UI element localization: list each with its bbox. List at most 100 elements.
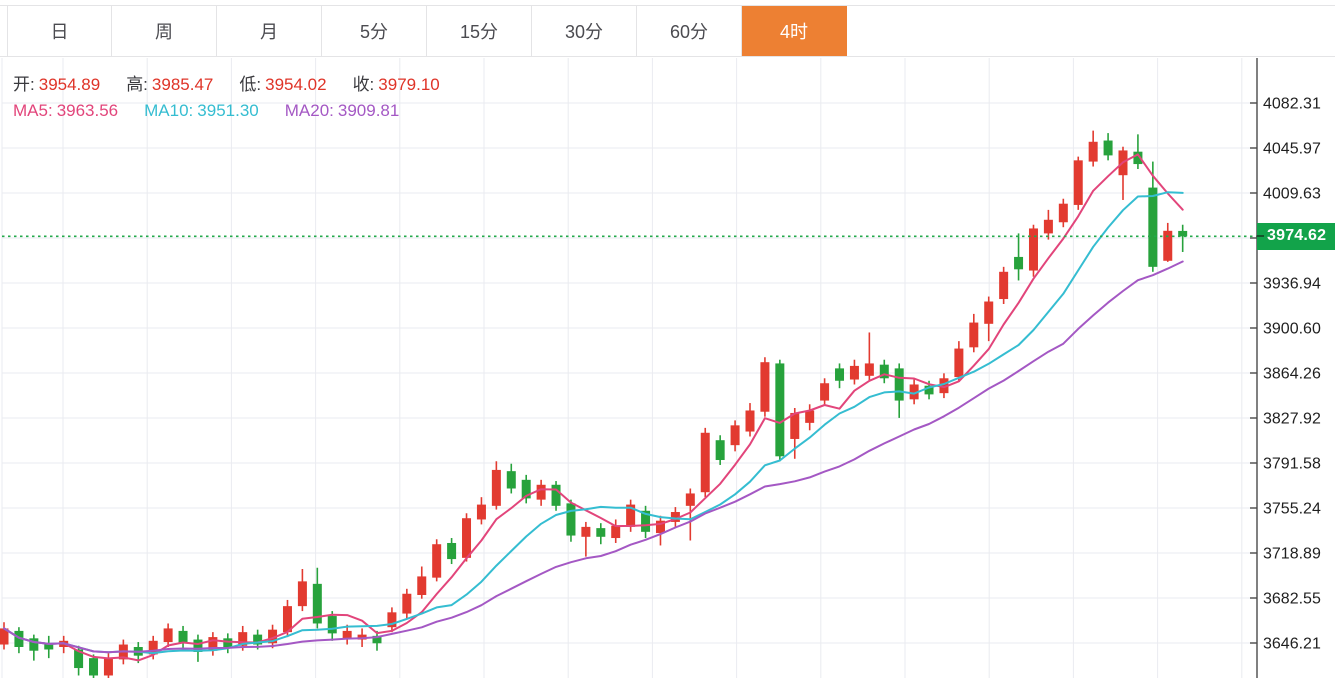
candle-body [193, 639, 203, 652]
candle-body [103, 658, 113, 676]
candle-body [909, 384, 919, 400]
candle-body [566, 503, 576, 536]
ohlc-item: 收: 3979.10 [352, 75, 440, 94]
ohlc-readout: 开: 3954.89 高: 3985.47 低: 3954.02 收: 3979.10 [13, 73, 466, 99]
candle-body [700, 432, 710, 493]
ma-item: MA10: 3951.30 [144, 101, 259, 120]
candle-body [74, 649, 84, 669]
candle-body [208, 637, 218, 651]
ma-readout: MA5: 3963.56 MA10: 3951.30 MA20: 3909.81 [13, 99, 466, 125]
candle-body [327, 616, 337, 634]
timeframe-tabbar: 日周月 5分 15分 30分 60分 4时 [0, 5, 1335, 57]
current-price-badge: 3974.62 [1257, 222, 1335, 250]
candle-body [641, 510, 651, 532]
candle-body [924, 385, 934, 395]
candle-body [655, 520, 665, 534]
tab-4时[interactable]: 4时 [742, 6, 847, 56]
candle-body [268, 629, 278, 644]
candle-body [879, 364, 889, 379]
candle-body [372, 635, 382, 644]
candle-body [745, 410, 755, 432]
candle-body [626, 504, 636, 527]
ma-item: MA5: 3963.56 [13, 101, 119, 120]
tab-60分[interactable]: 60分 [637, 6, 742, 56]
candle-body [611, 525, 621, 539]
candle-body [253, 634, 263, 645]
candle-body [1014, 256, 1024, 270]
candle-body [894, 368, 904, 401]
candle-body [282, 606, 292, 633]
ma10-line [3, 191, 1184, 655]
candle-body [1058, 203, 1068, 223]
candle-body [670, 512, 680, 522]
candle-body [1103, 140, 1113, 156]
candle-body [820, 383, 830, 401]
candle-body [476, 504, 486, 520]
axis-tick-label: 3791.58 [1263, 456, 1321, 473]
candle-body [835, 368, 845, 381]
tab-15分[interactable]: 15分 [427, 6, 532, 56]
candle-body [521, 479, 531, 499]
axis-tick-label: 3718.89 [1263, 546, 1321, 563]
axis-tick-label: 3755.24 [1263, 501, 1321, 518]
axis-tick-label: 3682.55 [1263, 591, 1321, 608]
candle-body [14, 630, 24, 647]
tab-月[interactable]: 月 [217, 6, 322, 56]
candle-body [1178, 230, 1188, 237]
candle-body [89, 658, 99, 676]
candle-body [297, 581, 307, 607]
tab-5分[interactable]: 5分 [322, 6, 427, 56]
candle-body [312, 583, 322, 624]
ohlc-item: 低: 3954.02 [239, 75, 327, 94]
axis-tick-label: 4082.31 [1263, 96, 1321, 113]
candle-body [715, 440, 725, 461]
candle-body [342, 630, 352, 639]
tab-日[interactable]: 日 [7, 6, 112, 56]
candle-body [0, 628, 9, 645]
candle-body [596, 528, 606, 537]
y-axis: 4082.31 4045.97 4009.63 3936.94 3900.60 3864.… [1250, 58, 1321, 678]
candle-body [1028, 228, 1038, 271]
candle-body [148, 640, 158, 655]
ma-item: MA20: 3909.81 [284, 101, 400, 120]
candle-body [402, 593, 412, 614]
candle-body [1148, 187, 1158, 267]
candle-body [163, 628, 173, 643]
tab-周[interactable]: 周 [112, 6, 217, 56]
ma5-line [3, 153, 1184, 662]
candle-body [1163, 230, 1173, 261]
candle-body [999, 271, 1009, 300]
candle-body [238, 632, 248, 646]
candle-body [44, 643, 54, 650]
ohlc-item: 开: 3954.89 [13, 75, 101, 94]
candle-body [730, 425, 740, 446]
candle-body [1133, 151, 1143, 165]
candle-body [491, 469, 501, 506]
ohlc-item: 高: 3985.47 [126, 75, 214, 94]
axis-tick-label: 3864.26 [1263, 366, 1321, 383]
candle-body [790, 412, 800, 439]
candle-body [969, 322, 979, 348]
tab-30分[interactable]: 30分 [532, 6, 637, 56]
axis-tick-label: 3900.60 [1263, 321, 1321, 338]
candle-body [760, 362, 770, 412]
candle-body [223, 638, 233, 647]
ma20-line [3, 260, 1184, 654]
candle-body [447, 542, 457, 560]
current-price-value: 3974.62 [1267, 227, 1327, 245]
candle-body [551, 484, 561, 506]
candle-body [1073, 160, 1083, 205]
grid [1, 58, 1257, 678]
candle-body [1088, 141, 1098, 162]
candles-group [0, 130, 1188, 678]
candle-body [178, 630, 188, 644]
axis-tick-label: 3827.92 [1263, 411, 1321, 428]
candle-body [462, 518, 472, 558]
candle-body [432, 544, 442, 578]
axis-tick-label: 4045.97 [1263, 141, 1321, 158]
axis-tick-on-badge [1257, 235, 1264, 238]
candle-body [939, 378, 949, 394]
axis-tick-label: 3936.94 [1263, 276, 1321, 293]
candle-body [685, 493, 695, 506]
